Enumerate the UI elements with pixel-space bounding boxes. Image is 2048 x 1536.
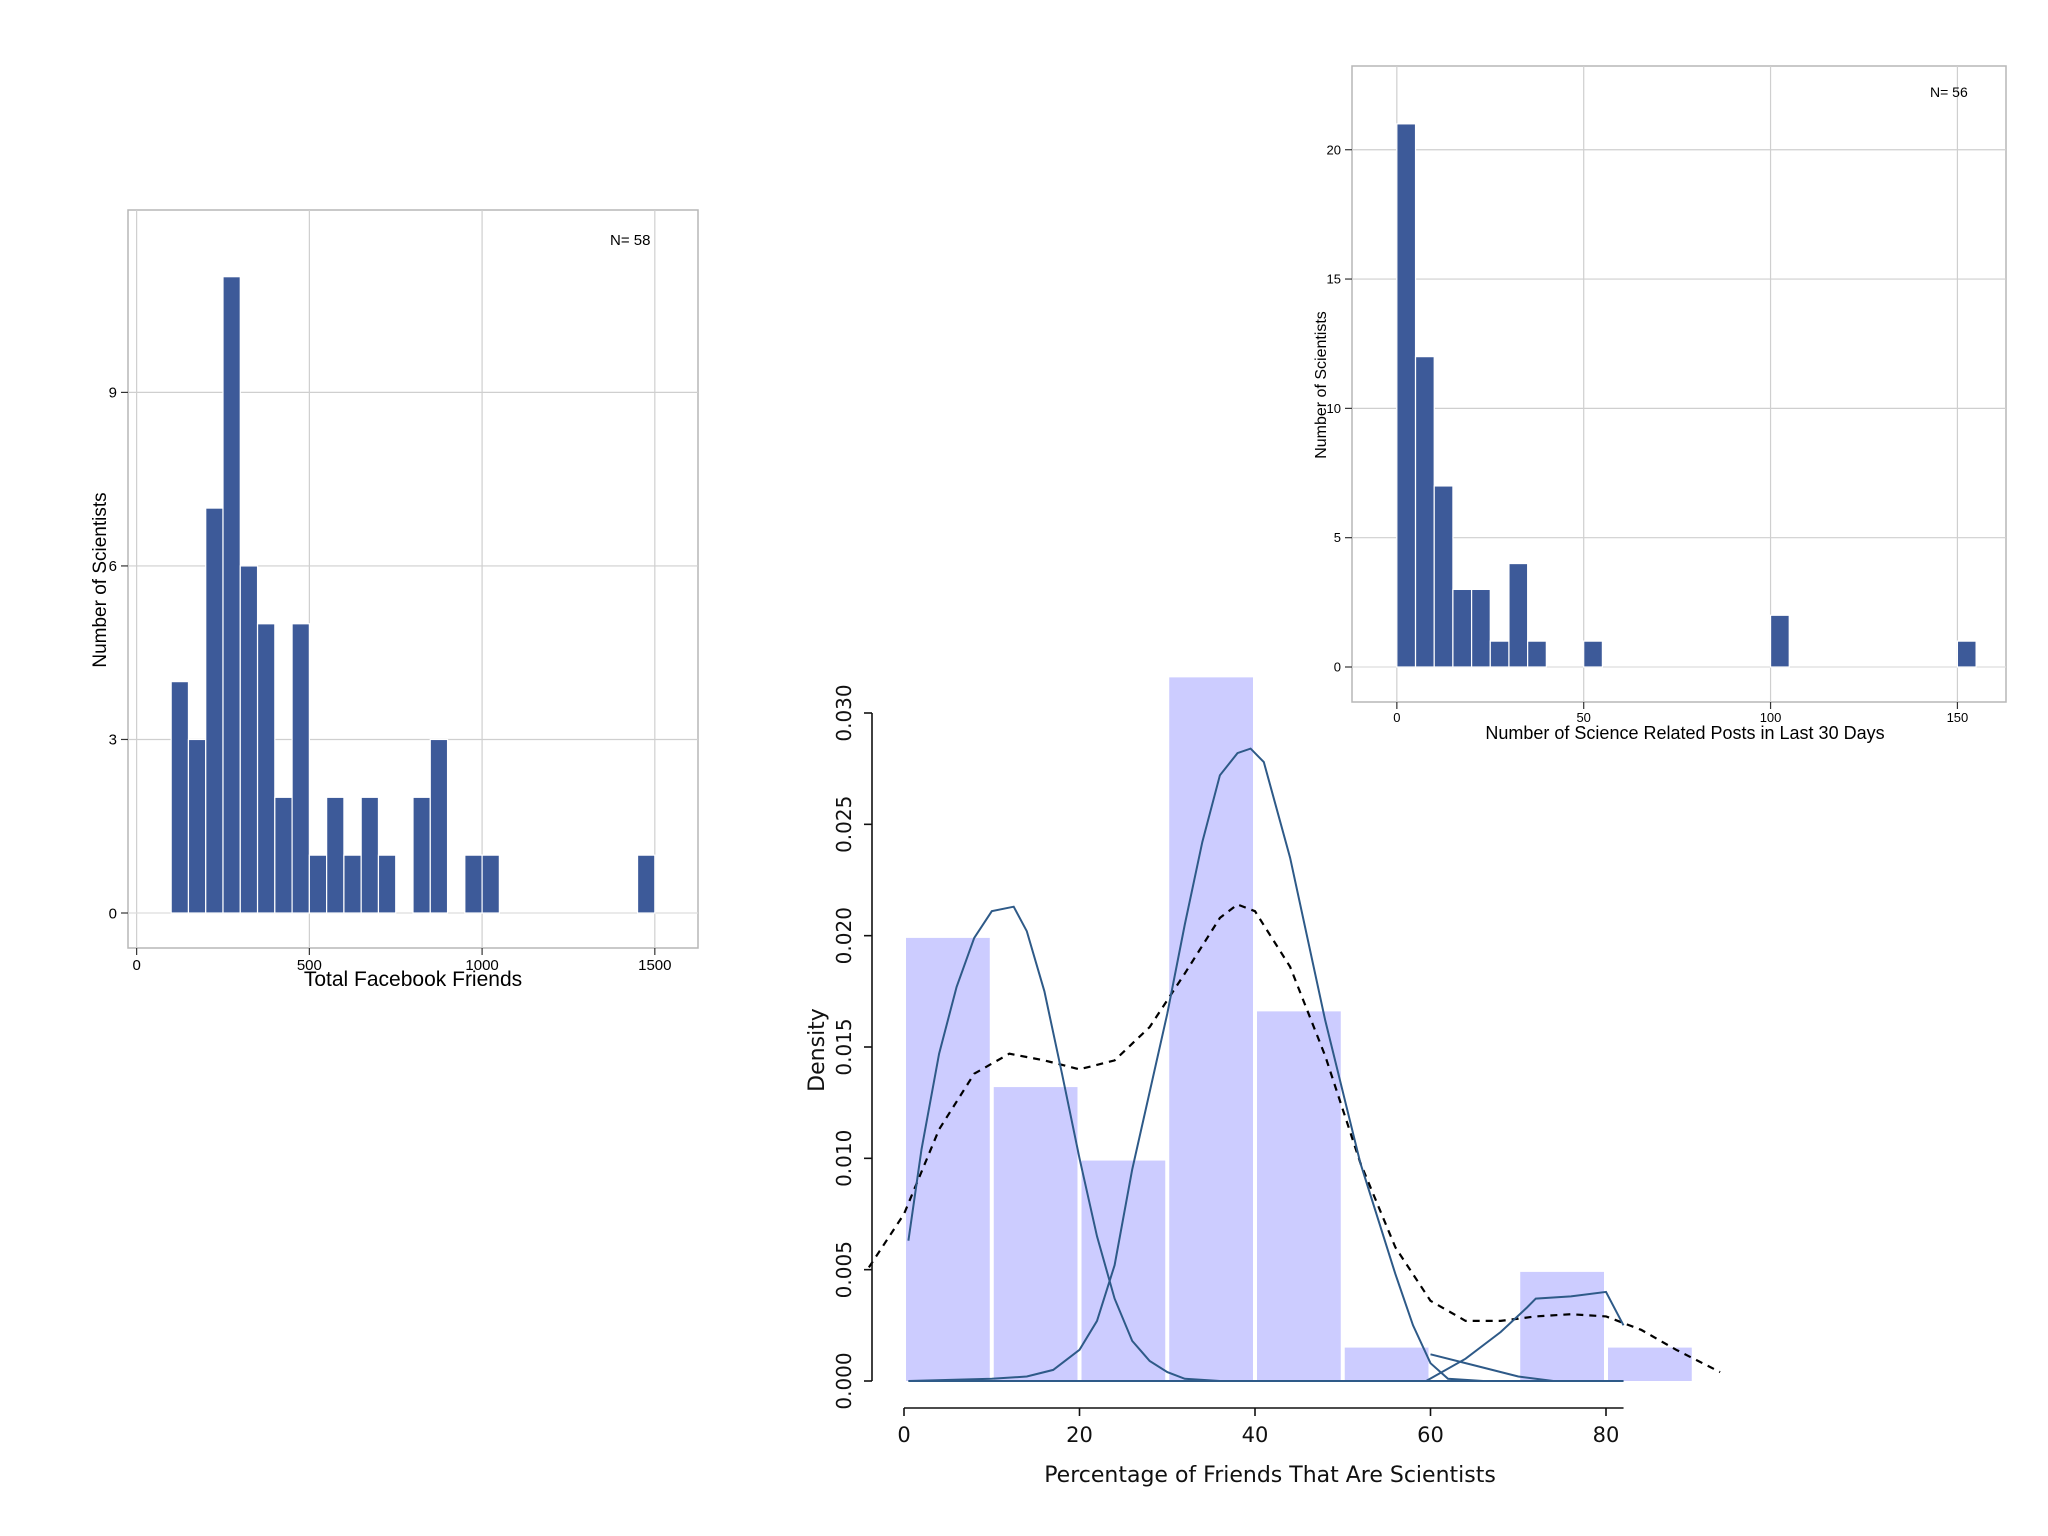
histogram-bar [1433, 485, 1454, 668]
component-density-curve [907, 905, 1220, 1382]
x-tick-label: 0 [1393, 710, 1400, 725]
kernel-density-curve [867, 903, 1721, 1374]
density-bar [906, 937, 990, 1381]
friends-x-ticks: 0 500 1000 1500 [132, 948, 672, 974]
density-bars [906, 677, 1692, 1381]
y-tick-label: 6 [109, 558, 117, 575]
histogram-bar [1769, 614, 1790, 668]
density-curves [867, 747, 1721, 1382]
histogram-bar [429, 738, 449, 914]
y-tick-label: 3 [109, 732, 117, 749]
histogram-bar [1396, 123, 1417, 668]
x-tick-label: 60 [1417, 1423, 1444, 1447]
posts-gridlines [1352, 66, 2006, 702]
x-tick-label: 0 [897, 1423, 910, 1447]
histogram-bar [222, 276, 241, 914]
component-density-curve [1430, 1353, 1554, 1382]
histogram-bar [636, 854, 656, 914]
y-tick-label: 9 [109, 385, 117, 402]
histogram-bar [291, 623, 310, 914]
x-tick-label: 500 [297, 957, 322, 974]
posts-bars [1396, 123, 1977, 668]
histogram-bar [1470, 588, 1491, 668]
friends-histogram-panel: 0 500 1000 1500 0 3 6 9 N= 58 Total Facebook F… [90, 209, 699, 991]
x-tick-label: 1000 [465, 957, 498, 974]
density-x-axis-label: Percentage of Friends That Are Scientist… [1044, 1463, 1496, 1488]
histogram-bar [308, 854, 328, 914]
x-tick-label: 150 [1947, 710, 1969, 725]
friends-y-axis-label: Number of Scientists [90, 492, 111, 667]
y-tick-label: 5 [1334, 530, 1341, 545]
histogram-bar [1452, 588, 1473, 668]
y-tick-label: 0.030 [832, 684, 856, 741]
histogram-bar [412, 796, 431, 914]
y-tick-label: 0.010 [832, 1130, 856, 1187]
density-histogram-panel: 0 20 40 60 80 0.000 0.005 0.010 0.015 0.020 0.025… [805, 677, 1721, 1488]
y-tick-label: 20 [1327, 142, 1341, 157]
friends-bars [170, 276, 656, 914]
friends-y-ticks: 0 3 6 9 [109, 385, 128, 922]
histogram-bar [377, 854, 397, 914]
posts-n-annotation: N= 56 [1930, 84, 1968, 100]
y-tick-label: 10 [1327, 401, 1341, 416]
histogram-bar [1414, 356, 1435, 668]
x-tick-label: 0 [132, 957, 140, 974]
density-x-ticks: 0 20 40 60 80 [897, 1408, 1619, 1447]
y-tick-label: 0.015 [832, 1018, 856, 1075]
y-tick-label: 15 [1327, 272, 1341, 287]
density-bar [1169, 677, 1253, 1381]
x-tick-label: 40 [1242, 1423, 1269, 1447]
friends-n-annotation: N= 58 [610, 232, 650, 249]
histogram-bar [343, 854, 362, 914]
y-tick-label: 0.005 [832, 1241, 856, 1298]
histogram-bar [187, 738, 207, 914]
density-y-ticks: 0.000 0.005 0.010 0.015 0.020 0.025 0.030 [832, 684, 872, 1410]
histogram-bar [239, 565, 259, 914]
posts-y-ticks: 0 5 10 15 20 [1327, 142, 1352, 675]
y-tick-label: 0.000 [832, 1352, 856, 1409]
friends-x-axis-label: Total Facebook Friends [304, 968, 522, 991]
histogram-bar [256, 623, 276, 914]
density-bar [1520, 1271, 1604, 1381]
histogram-bar [1508, 562, 1529, 668]
density-bar [1257, 1011, 1341, 1381]
histogram-bar [170, 681, 190, 914]
histogram-bar [481, 854, 500, 914]
histogram-bar [464, 854, 483, 914]
histogram-bar [274, 796, 293, 914]
posts-x-ticks: 0 50 100 150 [1393, 702, 1968, 725]
density-y-axis-label: Density [805, 1008, 830, 1092]
y-tick-label: 0.020 [832, 907, 856, 964]
histogram-bar [326, 796, 345, 914]
density-bar [1608, 1347, 1692, 1381]
histogram-bar [360, 796, 380, 914]
posts-y-axis-label: Number of Scientists [1313, 311, 1330, 459]
histogram-bar [1489, 640, 1510, 668]
histogram-bar [1583, 640, 1603, 668]
component-density-curve [908, 747, 1484, 1382]
histogram-bar [1956, 640, 1977, 668]
histogram-bar [205, 507, 224, 914]
density-bar [1081, 1160, 1166, 1381]
x-tick-label: 1500 [638, 957, 671, 974]
x-tick-label: 50 [1576, 710, 1590, 725]
y-tick-label: 0 [1334, 660, 1341, 675]
density-bar [1344, 1347, 1429, 1381]
density-bar [993, 1087, 1078, 1381]
y-tick-label: 0 [109, 905, 117, 922]
x-tick-label: 80 [1593, 1423, 1620, 1447]
histogram-bar [1527, 640, 1547, 668]
x-tick-label: 100 [1760, 710, 1782, 725]
posts-x-axis-label: Number of Science Related Posts in Last … [1485, 723, 1884, 743]
posts-histogram-panel: 0 50 100 150 0 5 10 15 20 N= 56 Number of Scien… [1313, 65, 2007, 743]
x-tick-label: 20 [1066, 1423, 1093, 1447]
y-tick-label: 0.025 [832, 796, 856, 853]
component-density-curve [1425, 1290, 1625, 1382]
